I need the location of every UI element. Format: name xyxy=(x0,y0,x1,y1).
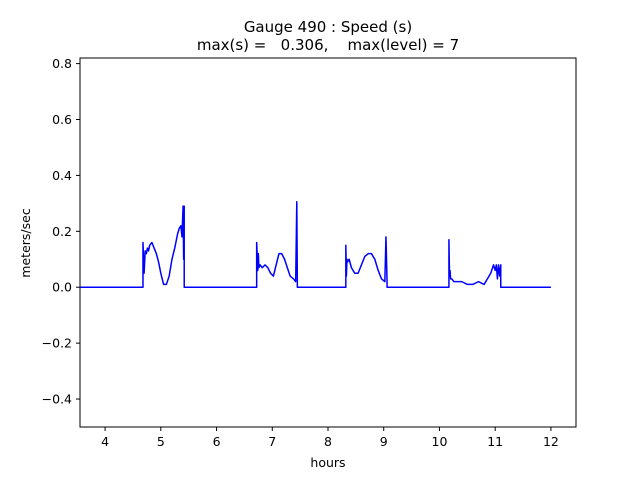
x-tick-label: 8 xyxy=(324,434,332,449)
y-tick-label: −0.4 xyxy=(42,392,72,407)
x-tick-label: 10 xyxy=(432,434,448,449)
x-tick-label: 4 xyxy=(101,434,109,449)
y-tick-label: 0.4 xyxy=(52,168,72,183)
chart-title-line2: max(s) = 0.306, max(level) = 7 xyxy=(197,36,459,54)
x-tick-label: 12 xyxy=(543,434,559,449)
chart-title-line1: Gauge 490 : Speed (s) xyxy=(244,18,412,36)
y-axis-label: meters/sec xyxy=(18,208,33,278)
x-axis-label: hours xyxy=(310,455,345,470)
y-axis-ticks: −0.4 −0.2 0.0 0.2 0.4 0.6 0.8 xyxy=(42,56,80,407)
y-tick-label: −0.2 xyxy=(42,336,72,351)
x-tick-label: 5 xyxy=(157,434,165,449)
y-tick-label: 0.6 xyxy=(52,112,72,127)
x-tick-label: 11 xyxy=(487,434,503,449)
y-tick-label: 0.8 xyxy=(52,56,72,71)
y-tick-label: 0.2 xyxy=(52,224,72,239)
x-tick-label: 7 xyxy=(268,434,276,449)
x-axis-ticks: 4 5 6 7 8 9 10 11 12 xyxy=(101,427,559,449)
plot-frame xyxy=(79,57,577,428)
x-tick-label: 6 xyxy=(213,434,221,449)
x-tick-label: 9 xyxy=(380,434,388,449)
y-tick-label: 0.0 xyxy=(52,280,72,295)
speed-series-line xyxy=(80,200,551,288)
